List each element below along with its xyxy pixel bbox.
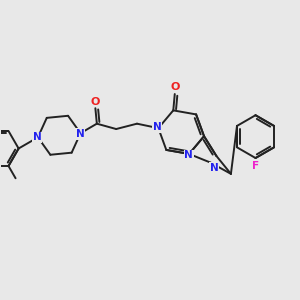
Text: N: N	[76, 129, 85, 139]
Text: F: F	[252, 161, 259, 171]
Text: N: N	[184, 150, 193, 160]
Text: O: O	[91, 97, 100, 107]
Text: N: N	[33, 132, 41, 142]
Text: O: O	[170, 82, 179, 92]
Text: N: N	[152, 122, 161, 132]
Text: N: N	[210, 163, 219, 173]
